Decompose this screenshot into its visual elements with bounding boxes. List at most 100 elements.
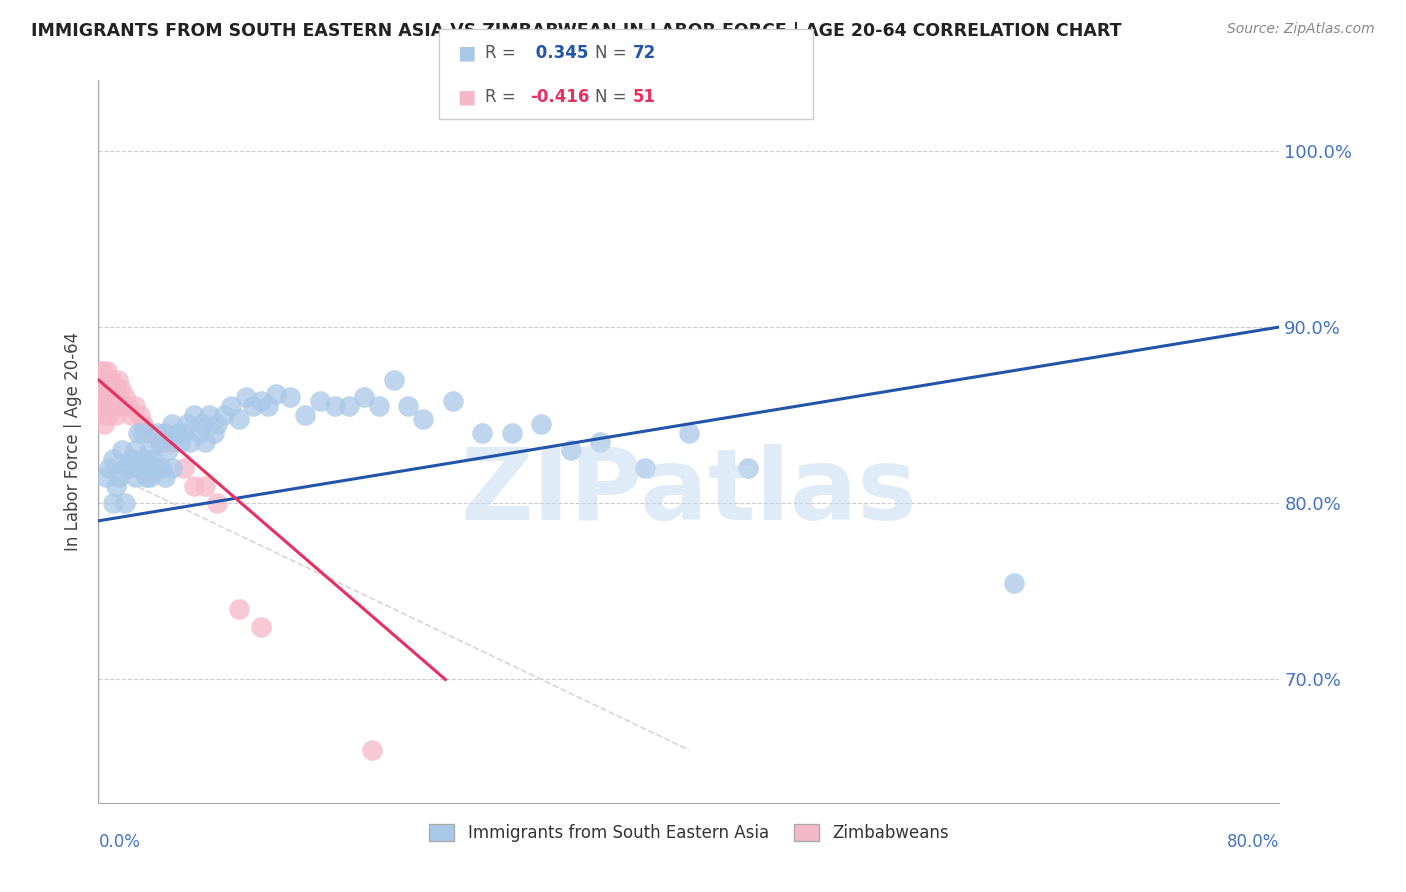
Point (737, 461, 759, 475)
Point (128, 408, 150, 422)
Point (589, 434, 612, 449)
Point (205, 496, 228, 510)
Point (339, 399, 361, 413)
Point (132, 452, 155, 467)
Point (1002, 575, 1025, 590)
Point (162, 434, 183, 449)
Point (114, 461, 136, 475)
Text: Source: ZipAtlas.com: Source: ZipAtlas.com (1227, 22, 1375, 37)
Point (309, 394, 332, 409)
Point (678, 425, 700, 440)
Point (136, 461, 159, 475)
Point (132, 417, 155, 431)
Point (96, 399, 118, 413)
Point (560, 443, 582, 458)
Text: 0.345: 0.345 (530, 45, 589, 62)
Point (183, 478, 205, 492)
Point (89, 364, 111, 378)
Point (97, 461, 120, 475)
Point (202, 425, 225, 440)
Point (103, 382, 125, 396)
Point (198, 408, 221, 422)
Point (250, 619, 273, 633)
Point (250, 394, 273, 409)
Point (187, 425, 209, 440)
Point (634, 461, 657, 475)
Point (360, 743, 382, 757)
Point (94, 373, 117, 387)
Point (127, 425, 149, 440)
Point (242, 399, 264, 413)
Point (93, 373, 115, 387)
Point (162, 417, 183, 431)
Point (368, 399, 391, 413)
Text: ZIPatlas: ZIPatlas (461, 443, 917, 541)
Point (94, 408, 117, 422)
Text: 72: 72 (633, 45, 657, 62)
Point (111, 399, 134, 413)
Point (294, 408, 316, 422)
Point (1372, 144, 1395, 158)
Point (93, 417, 115, 431)
Point (228, 602, 250, 616)
Text: -0.416: -0.416 (530, 88, 589, 106)
Point (124, 470, 146, 484)
Point (100, 391, 122, 405)
Point (120, 452, 142, 467)
Point (153, 425, 176, 440)
Point (146, 461, 169, 475)
Point (100, 373, 122, 387)
Text: N =: N = (595, 88, 631, 106)
Text: 0.0%: 0.0% (98, 833, 141, 851)
Point (142, 452, 165, 467)
Point (153, 434, 176, 449)
Point (96, 364, 118, 378)
Point (172, 425, 194, 440)
Point (105, 408, 128, 422)
Point (194, 434, 217, 449)
Point (111, 443, 134, 458)
Point (264, 387, 287, 401)
Point (530, 417, 553, 431)
Point (97, 391, 120, 405)
Point (280, 391, 302, 405)
Point (212, 408, 235, 422)
Point (146, 425, 169, 440)
Point (90, 399, 112, 413)
Point (124, 399, 146, 413)
Point (156, 443, 179, 458)
Point (97, 373, 120, 387)
Point (114, 496, 136, 510)
Point (93, 382, 115, 396)
Point (176, 417, 198, 431)
Point (91, 399, 114, 413)
Point (94, 391, 117, 405)
Point (173, 461, 195, 475)
Legend: Immigrants from South Eastern Asia, Zimbabweans: Immigrants from South Eastern Asia, Zimb… (423, 817, 955, 848)
Point (128, 461, 150, 475)
Point (104, 391, 127, 405)
Text: 51: 51 (633, 88, 655, 106)
Point (93, 399, 115, 413)
Point (382, 373, 405, 387)
Point (91, 364, 114, 378)
Point (103, 496, 125, 510)
Point (139, 443, 162, 458)
Point (90, 373, 112, 387)
Point (471, 425, 494, 440)
Point (117, 461, 139, 475)
Point (169, 434, 191, 449)
Point (98, 382, 121, 396)
Point (139, 470, 162, 484)
Point (191, 417, 214, 431)
Point (96, 382, 118, 396)
Point (501, 425, 523, 440)
Text: R =: R = (485, 45, 522, 62)
Point (120, 408, 142, 422)
Point (98, 399, 121, 413)
Text: ■: ■ (457, 87, 475, 107)
Point (183, 408, 205, 422)
Point (353, 391, 375, 405)
Point (139, 425, 162, 440)
Point (114, 391, 136, 405)
